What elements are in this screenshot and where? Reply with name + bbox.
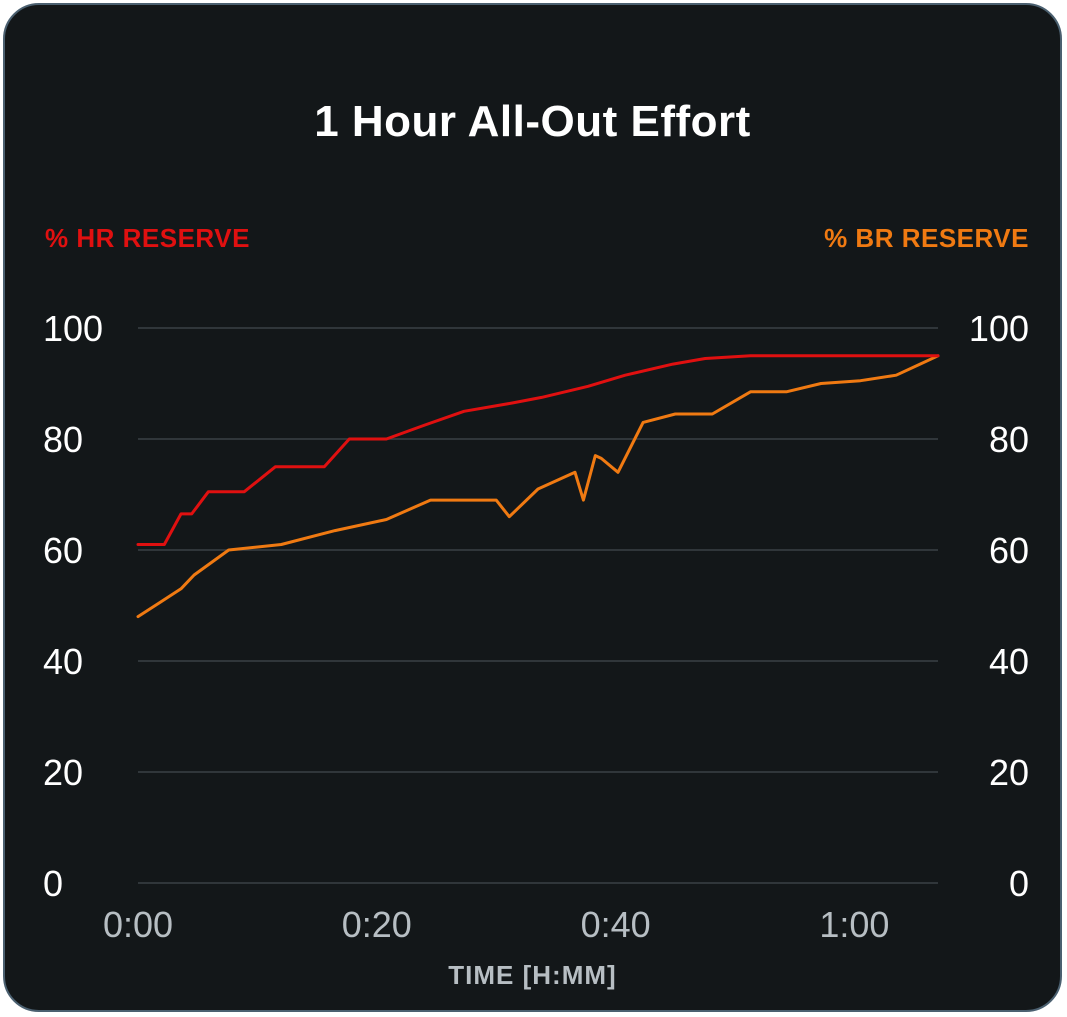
x-tick-label: 1:00 [819, 904, 889, 945]
x-tick-label: 0:00 [103, 904, 173, 945]
y-tick-label-left: 0 [43, 863, 63, 904]
y-tick-label-left: 80 [43, 419, 83, 460]
x-axis-title: TIME [H:MM] [448, 960, 617, 990]
y-tick-label-right: 40 [989, 641, 1029, 682]
line-chart: 0 0 20 20 40 40 60 60 80 80 100 100 0:00 0:20 0:40 1:00 [43, 308, 1029, 945]
y-tick-label-right: 0 [1009, 863, 1029, 904]
chart-card: 1 Hour All-Out Effort % HR RESERVE % BR … [3, 3, 1062, 1012]
y-tick-label-left: 20 [43, 752, 83, 793]
y-tick-label-left: 100 [43, 308, 103, 349]
br-reserve-line [136, 354, 940, 619]
y-tick-label-right: 20 [989, 752, 1029, 793]
y-tick-label-left: 40 [43, 641, 83, 682]
right-axis-title: % BR RESERVE [824, 223, 1029, 253]
x-tick-label: 0:20 [342, 904, 412, 945]
y-tick-label-right: 60 [989, 530, 1029, 571]
hr-reserve-line [136, 354, 940, 546]
y-tick-label-left: 60 [43, 530, 83, 571]
chart-title: 1 Hour All-Out Effort [314, 97, 751, 146]
x-tick-label: 0:40 [581, 904, 651, 945]
left-axis-title: % HR RESERVE [45, 223, 250, 253]
y-tick-label-right: 100 [969, 308, 1029, 349]
y-tick-label-right: 80 [989, 419, 1029, 460]
